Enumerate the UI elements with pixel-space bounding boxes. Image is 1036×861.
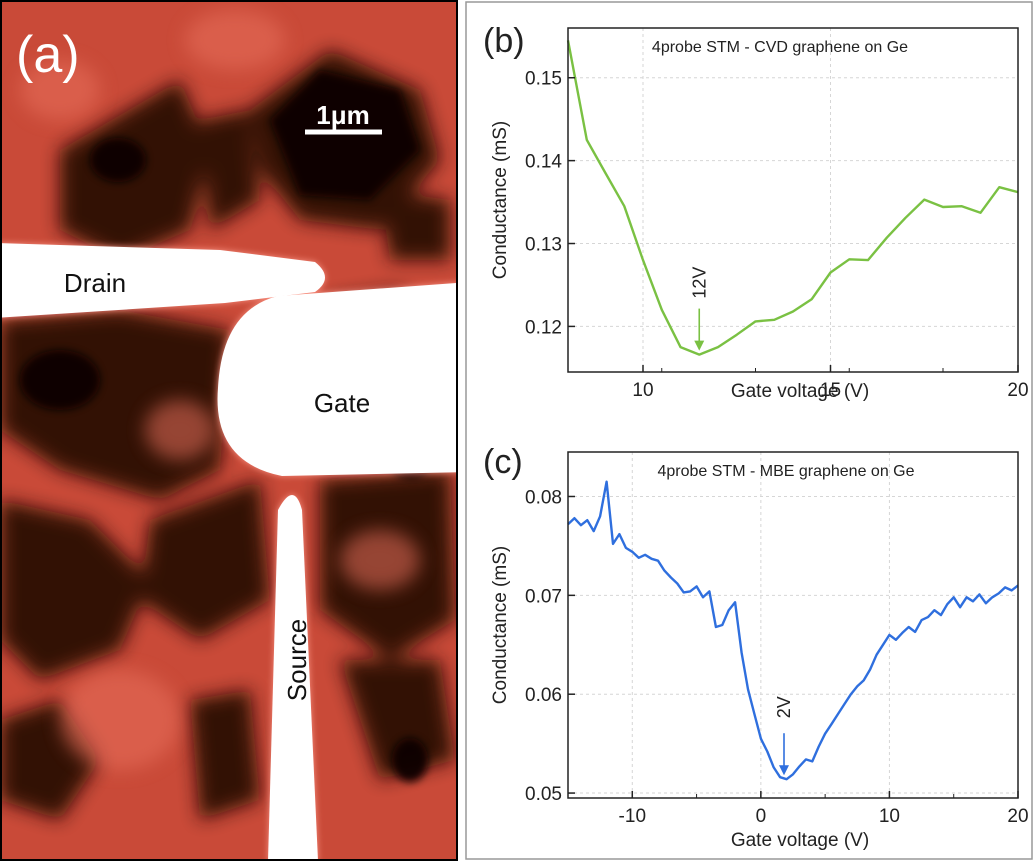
y-tick-label: 0.07 — [525, 586, 562, 607]
x-tick-label: 10 — [879, 806, 900, 827]
chart-c-panel-label: (c) — [483, 443, 523, 481]
x-tick-label: 10 — [632, 380, 653, 401]
series-line — [566, 40, 1019, 356]
y-tick-label: 0.05 — [525, 784, 562, 805]
chart-b-panel-label: (b) — [483, 22, 525, 60]
chart-b-ticks: 10 15 20 0.12 0.13 0.14 0.15 — [525, 69, 1029, 401]
gate-label: Gate — [314, 388, 370, 418]
chart-b-plot-area — [567, 27, 1019, 373]
bright-domains — [20, 10, 420, 770]
drain-electrode — [0, 243, 325, 318]
chart-c-ticks: -10 0 10 20 0.05 0.06 0.07 0.08 — [525, 487, 1029, 827]
y-tick-label: 0.08 — [525, 487, 562, 508]
scale-bar-label: 1μm — [316, 100, 370, 130]
chart-b-marks — [566, 40, 1019, 356]
chart-c-marks — [567, 480, 1019, 781]
chart-c-grid — [568, 452, 1019, 798]
y-tick-label: 0.15 — [525, 69, 562, 90]
chart-c-plot-area — [567, 451, 1019, 799]
chart-b-grid — [568, 28, 1019, 372]
x-tick-label: 15 — [820, 380, 841, 401]
series-line — [567, 480, 1019, 781]
chart-b-annotation: 12V — [689, 267, 709, 351]
chart-c-annotation: 2V — [774, 696, 794, 776]
chart-c: -10 0 10 20 0.05 0.06 0.07 0.08 (c) 4probe STM … — [483, 443, 1029, 851]
chart-c-xlabel: Gate voltage (V) — [731, 830, 869, 851]
chart-b-ylabel: Conductance (mS) — [490, 121, 511, 279]
y-tick-label: 0.13 — [525, 235, 562, 256]
drain-label: Drain — [64, 268, 126, 298]
source-electrode — [268, 495, 318, 861]
chart-b-xlabel: Gate voltage (V) — [731, 381, 869, 402]
x-tick-label: 20 — [1007, 806, 1028, 827]
y-tick-label: 0.06 — [525, 685, 562, 706]
chart-c-title: 4probe STM - MBE graphene on Ge — [657, 463, 914, 480]
panel-a-label: (a) — [16, 26, 80, 84]
chart-b-annotation-label: 12V — [689, 267, 709, 299]
charts-frame — [465, 1, 1033, 860]
gate-electrode — [217, 282, 458, 476]
y-tick-label: 0.14 — [525, 152, 562, 173]
x-tick-label: 20 — [1007, 380, 1028, 401]
x-tick-label: -10 — [619, 806, 646, 827]
chart-b-title: 4probe STM - CVD graphene on Ge — [652, 39, 908, 56]
source-label: Source — [282, 619, 312, 701]
stm-micrograph-panel: (a) 1μm Drain Gate Source — [0, 0, 458, 861]
micrograph-frame — [0, 0, 458, 861]
y-tick-label: 0.12 — [525, 317, 562, 338]
x-tick-label: 0 — [756, 806, 767, 827]
chart-b: 10 15 20 0.12 0.13 0.14 0.15 (b) 4probe STM - … — [483, 22, 1029, 402]
chart-c-annotation-label: 2V — [774, 696, 794, 718]
chart-c-ylabel: Conductance (mS) — [490, 546, 511, 704]
deep-dark-spots — [20, 70, 432, 782]
